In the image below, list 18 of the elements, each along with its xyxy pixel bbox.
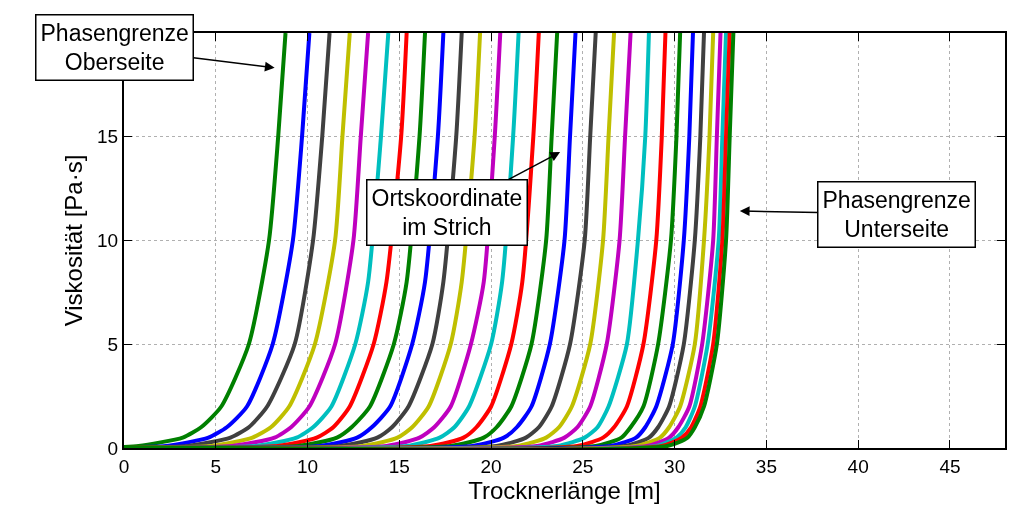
annotation: Ortskoordinate im Strich — [371, 184, 523, 241]
x-tick-label: 25 — [572, 455, 594, 477]
y-tick-label: 5 — [107, 333, 119, 355]
x-tick-label: 10 — [296, 455, 319, 477]
x-tick-label: 15 — [388, 455, 410, 477]
x-tick-label: 5 — [210, 455, 222, 477]
x-tick-label: 20 — [480, 455, 502, 477]
x-tick-label: 30 — [664, 455, 686, 477]
x-tick-label: 45 — [939, 455, 961, 477]
x-tick-label: 35 — [755, 455, 777, 477]
x-tick-label: 40 — [847, 455, 869, 477]
annotation: Phasengrenze Oberseite — [40, 19, 189, 76]
y-axis-title: Viskosität [Pa·s] — [59, 154, 87, 327]
y-tick-label: 0 — [107, 437, 119, 459]
y-tick-label: 10 — [97, 230, 119, 252]
annotation: Phasengrenze Unterseite — [822, 186, 971, 243]
x-axis-title: Trocknerlänge [m] — [468, 476, 661, 504]
y-tick-label: 15 — [97, 126, 119, 148]
